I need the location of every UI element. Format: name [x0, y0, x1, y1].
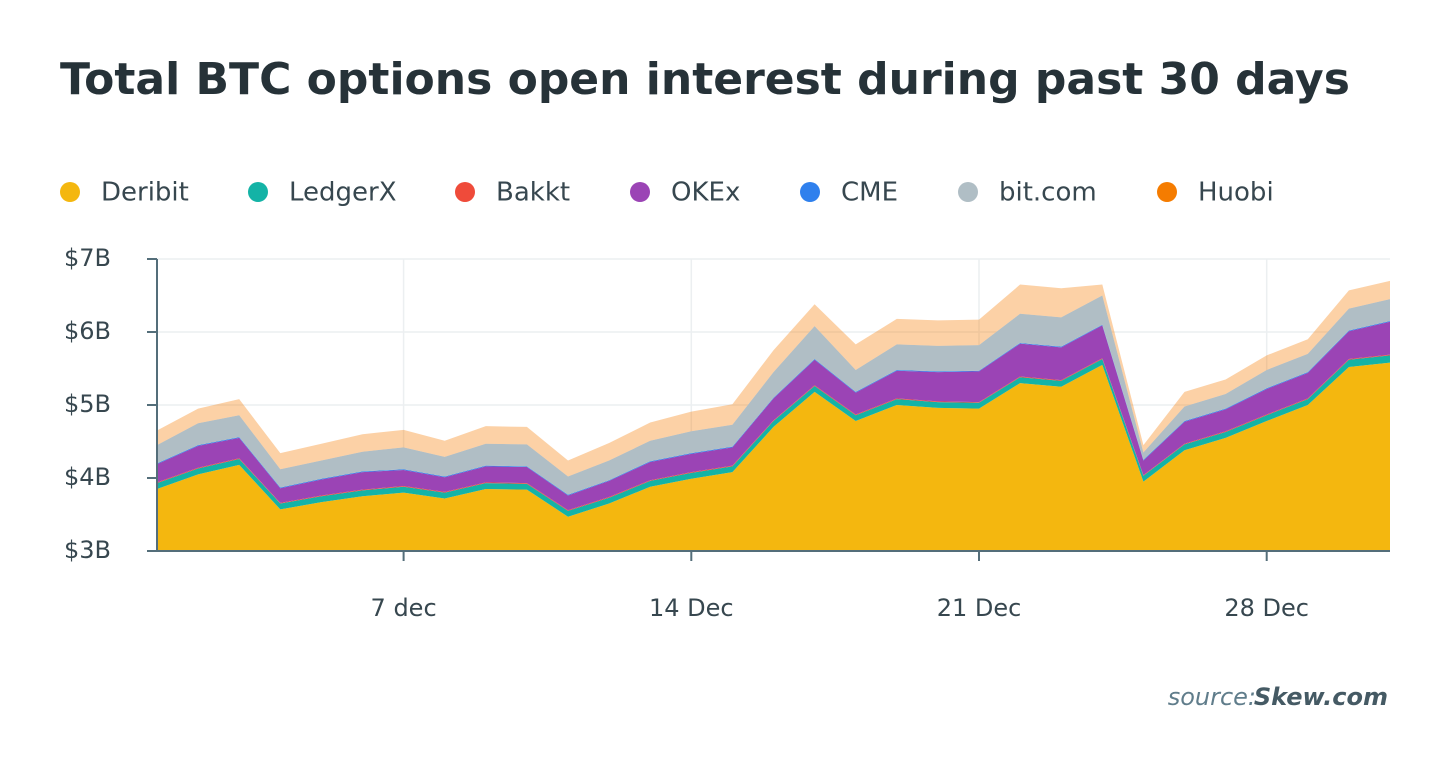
- legend-label: CME: [841, 178, 898, 208]
- x-tick-label: 28 Dec: [1224, 594, 1309, 622]
- legend-marker: [248, 182, 268, 202]
- legend-marker: [800, 182, 820, 202]
- area: [157, 362, 1390, 551]
- area: [157, 295, 1390, 495]
- legend-label: Huobi: [1198, 178, 1274, 208]
- y-tick-label: $7B: [64, 244, 111, 272]
- legend-label: LedgerX: [289, 178, 397, 208]
- source-label: source:: [1168, 683, 1256, 711]
- y-tick-label: $5B: [64, 390, 111, 418]
- y-tick-label: $4B: [64, 463, 111, 491]
- legend-marker: [958, 182, 978, 202]
- legend-label: Bakkt: [496, 178, 570, 208]
- legend-label: bit.com: [999, 178, 1097, 208]
- area: [157, 280, 1390, 477]
- x-tick-label: 21 Dec: [937, 594, 1022, 622]
- legend-marker: [60, 182, 80, 202]
- chart-title: Total BTC options open interest during p…: [60, 54, 1350, 105]
- legend-marker: [1157, 182, 1177, 202]
- x-tick-label: 14 Dec: [649, 594, 734, 622]
- y-tick-label: $3B: [64, 536, 111, 564]
- source-name: Skew.com: [1254, 683, 1388, 711]
- x-tick-label: 7 dec: [371, 594, 437, 622]
- legend-label: OKEx: [671, 178, 740, 208]
- legend-marker: [630, 182, 650, 202]
- legend-marker: [455, 182, 475, 202]
- area: [157, 321, 1390, 511]
- y-tick-label: $6B: [64, 317, 111, 345]
- legend-label: Deribit: [101, 178, 189, 208]
